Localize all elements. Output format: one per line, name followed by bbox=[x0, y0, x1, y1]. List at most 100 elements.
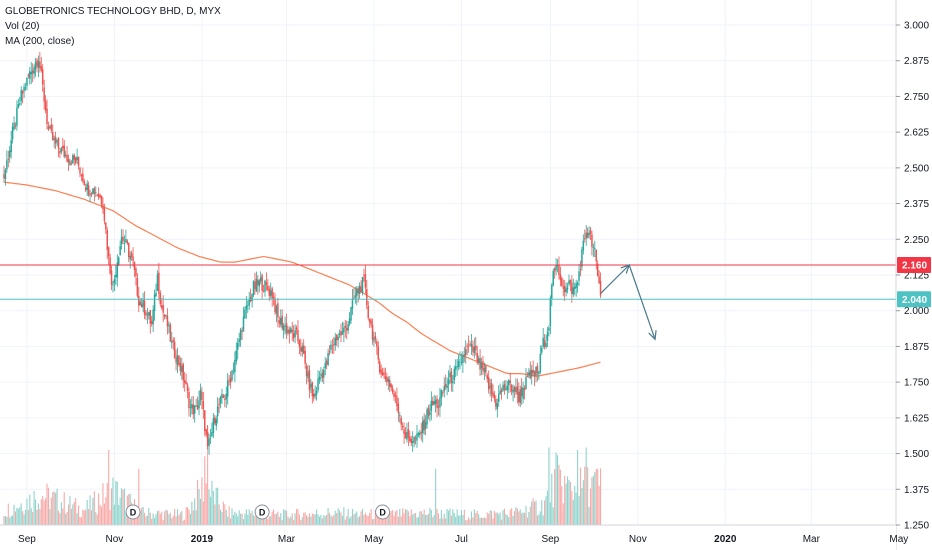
dividend-marker[interactable] bbox=[125, 504, 141, 520]
candle-body bbox=[261, 275, 263, 291]
candle-body bbox=[469, 343, 471, 345]
candle-body bbox=[125, 238, 127, 243]
candle-body bbox=[456, 366, 458, 368]
candle-body bbox=[255, 278, 258, 292]
candle-body bbox=[259, 277, 262, 282]
candle-body bbox=[248, 298, 250, 306]
candle-body bbox=[232, 369, 235, 371]
projection-arrow-down[interactable] bbox=[628, 264, 656, 340]
volume-bar bbox=[522, 512, 524, 525]
volume-bar bbox=[469, 519, 471, 525]
volume-bar bbox=[396, 510, 398, 525]
candle-body bbox=[333, 343, 335, 345]
volume-bar bbox=[419, 511, 421, 525]
volume-bar bbox=[558, 464, 560, 525]
volume-bar bbox=[476, 510, 478, 525]
volume-bar bbox=[108, 450, 110, 525]
candle-body bbox=[324, 363, 326, 369]
candle-body bbox=[100, 195, 103, 205]
candle-body bbox=[473, 346, 476, 354]
candle-body bbox=[107, 247, 110, 257]
volume-bar bbox=[45, 498, 47, 525]
time-axis[interactable] bbox=[0, 525, 896, 550]
volume-bar bbox=[328, 512, 331, 525]
volume-indicator-label[interactable]: Vol (20) bbox=[5, 21, 40, 32]
candle-body bbox=[374, 336, 377, 340]
candle-body bbox=[181, 365, 183, 372]
candle-body bbox=[432, 401, 434, 405]
candle-body bbox=[257, 279, 259, 285]
dividend-marker[interactable] bbox=[375, 504, 391, 520]
volume-bar bbox=[390, 511, 392, 525]
price-axis[interactable] bbox=[896, 0, 932, 550]
volume-bar bbox=[75, 497, 77, 525]
candle-body bbox=[371, 324, 374, 340]
candle-body bbox=[74, 157, 77, 163]
volume-bar bbox=[374, 510, 376, 525]
volume-bar bbox=[141, 507, 143, 525]
candle-body bbox=[565, 288, 567, 292]
volume-bar bbox=[491, 511, 493, 525]
volume-bar bbox=[280, 513, 282, 525]
candle-body bbox=[133, 262, 136, 270]
candle-body bbox=[492, 392, 494, 397]
candle-body bbox=[446, 385, 448, 389]
volume-bar bbox=[539, 511, 541, 525]
volume-bar bbox=[295, 508, 298, 525]
candle-body bbox=[30, 71, 32, 75]
candle-body bbox=[516, 386, 519, 395]
time-tick-label: Sep bbox=[541, 534, 559, 545]
candle-body bbox=[470, 343, 473, 347]
volume-bar bbox=[502, 510, 504, 525]
candle-body bbox=[568, 280, 570, 285]
candle-body bbox=[79, 167, 81, 174]
candle-body bbox=[8, 150, 11, 158]
candle-body bbox=[122, 236, 124, 242]
candle-body bbox=[442, 391, 444, 393]
volume-bar bbox=[575, 492, 577, 525]
candle-body bbox=[44, 101, 47, 111]
candle-body bbox=[317, 378, 319, 391]
candle-body bbox=[142, 299, 144, 308]
candle-body bbox=[76, 156, 78, 161]
volume-bar bbox=[564, 475, 566, 525]
candle-body bbox=[291, 329, 293, 333]
candle-body bbox=[594, 248, 596, 250]
candle-body bbox=[215, 418, 217, 426]
candle-body bbox=[205, 429, 207, 435]
candle-body bbox=[281, 315, 283, 329]
volume-bar bbox=[323, 515, 325, 525]
dividend-marker[interactable] bbox=[254, 504, 270, 520]
candle-body bbox=[17, 104, 20, 109]
candle-body bbox=[113, 279, 116, 284]
volume-bar bbox=[394, 511, 397, 525]
volume-bar bbox=[287, 516, 289, 525]
candle-body bbox=[82, 173, 84, 182]
candle-body bbox=[77, 156, 80, 167]
volume-bar bbox=[393, 515, 395, 525]
candle-body bbox=[373, 337, 375, 342]
projection-arrow-up[interactable] bbox=[600, 264, 630, 294]
volume-bar bbox=[546, 490, 549, 525]
volume-bar bbox=[397, 516, 399, 525]
candle-body bbox=[219, 396, 222, 404]
volume-bar bbox=[367, 516, 369, 525]
moving-average-label[interactable]: MA (200, close) bbox=[5, 36, 75, 47]
candle-body bbox=[211, 431, 213, 437]
volume-bar bbox=[155, 514, 157, 525]
volume-bar bbox=[59, 513, 61, 525]
candle-body bbox=[348, 318, 351, 324]
volume-bar bbox=[439, 518, 441, 525]
dividend-marker-label: D bbox=[379, 508, 386, 518]
price-tick-label: 2.000 bbox=[904, 306, 929, 317]
time-tick-label: Sep bbox=[18, 534, 36, 545]
candle-body bbox=[591, 234, 593, 248]
candle-body bbox=[295, 327, 298, 330]
candle-body bbox=[189, 406, 192, 408]
volume-bar bbox=[146, 515, 148, 525]
candle-body bbox=[510, 385, 513, 392]
volume-bar bbox=[207, 425, 209, 525]
candle-body bbox=[536, 365, 539, 373]
symbol-title[interactable]: GLOBETRONICS TECHNOLOGY BHD, D, MYX bbox=[5, 6, 221, 17]
